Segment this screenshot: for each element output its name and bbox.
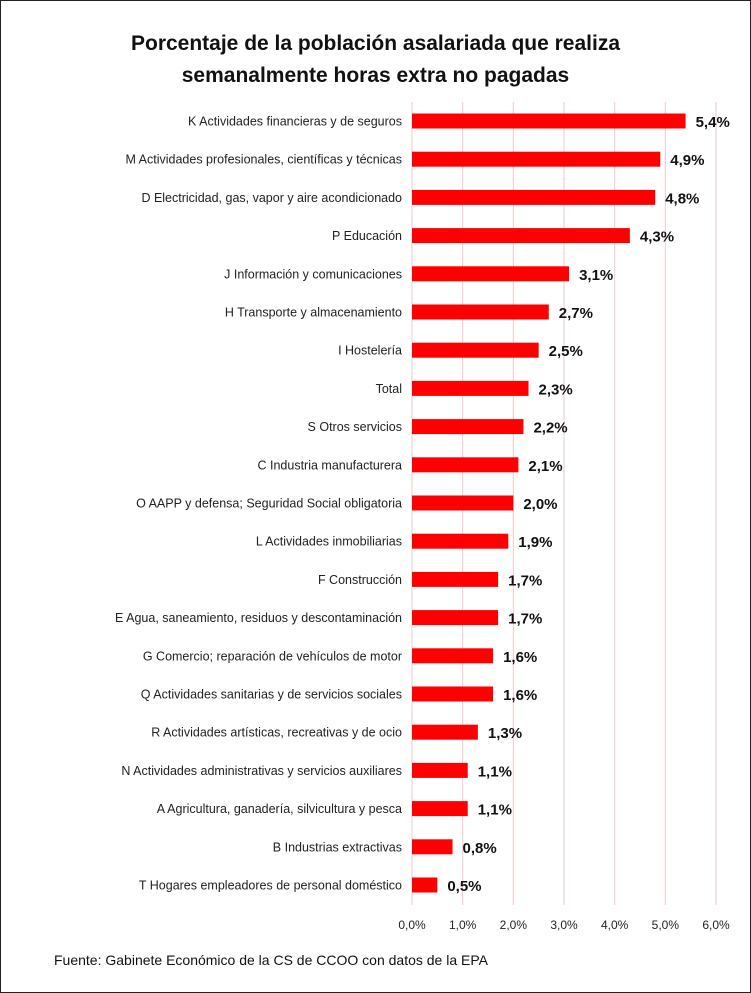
category-label: Total xyxy=(376,382,402,396)
category-label: B Industrias extractivas xyxy=(273,840,402,854)
data-label: 1,7% xyxy=(508,611,542,628)
category-label: D Electricidad, gas, vapor y aire acondi… xyxy=(141,191,402,205)
category-label: R Actividades artísticas, recreativas y … xyxy=(151,726,402,740)
bar xyxy=(412,762,468,778)
data-label: 2,2% xyxy=(533,420,567,437)
data-label: 2,7% xyxy=(559,305,593,322)
bar xyxy=(412,724,478,740)
data-label: 2,3% xyxy=(539,381,573,398)
x-tick-label: 2,0% xyxy=(500,918,528,932)
data-label: 4,9% xyxy=(670,152,704,169)
data-label: 1,3% xyxy=(488,725,522,742)
bar xyxy=(412,189,656,205)
bar xyxy=(412,304,549,320)
category-label: K Actividades financieras y de seguros xyxy=(188,115,402,129)
category-label: A Agricultura, ganadería, silvicultura y… xyxy=(157,802,402,816)
bar xyxy=(412,533,509,549)
source-note: Fuente: Gabinete Económico de la CS de C… xyxy=(54,952,488,968)
bar xyxy=(412,380,529,396)
category-label: H Transporte y almacenamiento xyxy=(225,306,402,320)
data-label: 0,8% xyxy=(463,840,497,857)
category-label: Q Actividades sanitarias y de servicios … xyxy=(141,688,402,702)
category-label: J Información y comunicaciones xyxy=(224,267,402,281)
bar xyxy=(412,571,499,587)
data-label: 3,1% xyxy=(579,267,613,284)
x-tick-label: 5,0% xyxy=(652,918,680,932)
data-label: 2,5% xyxy=(549,343,583,360)
x-tick-label: 1,0% xyxy=(449,918,477,932)
data-label: 5,4% xyxy=(696,114,730,131)
x-tick-label: 6,0% xyxy=(702,918,730,932)
category-label: O AAPP y defensa; Seguridad Social oblig… xyxy=(136,497,402,511)
bar xyxy=(412,686,494,702)
category-label: N Actividades administrativas y servicio… xyxy=(121,764,402,778)
bar xyxy=(412,495,514,511)
chart-title-line-1: Porcentaje de la población asalariada qu… xyxy=(130,32,621,55)
chart-title-line-2: semanalmente horas extra no pagadas xyxy=(181,64,570,87)
category-label: E Agua, saneamiento, residuos y desconta… xyxy=(115,611,402,625)
bar xyxy=(412,419,524,435)
bar xyxy=(412,342,539,358)
x-tick-label: 0,0% xyxy=(398,918,426,932)
bar xyxy=(412,801,468,817)
category-label: C Industria manufacturera xyxy=(257,458,402,472)
category-label: P Educación xyxy=(332,229,402,243)
data-label: 1,9% xyxy=(518,534,552,551)
x-tick-label: 4,0% xyxy=(601,918,629,932)
category-label: G Comercio; reparación de vehículos de m… xyxy=(143,649,402,663)
data-label: 1,1% xyxy=(478,763,512,780)
bar xyxy=(412,839,453,855)
category-label: L Actividades inmobiliarias xyxy=(256,535,402,549)
bar xyxy=(412,610,499,626)
data-label: 1,1% xyxy=(478,802,512,819)
bar xyxy=(412,648,494,664)
x-tick-label: 3,0% xyxy=(550,918,578,932)
data-label: 1,7% xyxy=(508,572,542,589)
category-label: I Hostelería xyxy=(338,344,402,358)
data-label: 1,6% xyxy=(503,687,537,704)
bar xyxy=(412,266,570,282)
bar xyxy=(412,457,519,473)
data-label: 2,1% xyxy=(528,458,562,475)
data-label: 4,8% xyxy=(665,190,699,207)
bar xyxy=(412,113,686,129)
data-label: 4,3% xyxy=(640,229,674,246)
data-label: 1,6% xyxy=(503,649,537,666)
data-label: 0,5% xyxy=(447,878,481,895)
bar xyxy=(412,228,630,244)
category-label: T Hogares empleadores de personal domést… xyxy=(139,879,402,893)
data-label: 2,0% xyxy=(523,496,557,513)
bar xyxy=(412,877,438,893)
category-label: F Construcción xyxy=(318,573,402,587)
category-label: S Otros servicios xyxy=(308,420,402,434)
category-label: M Actividades profesionales, científicas… xyxy=(125,153,402,167)
bar xyxy=(412,151,661,167)
